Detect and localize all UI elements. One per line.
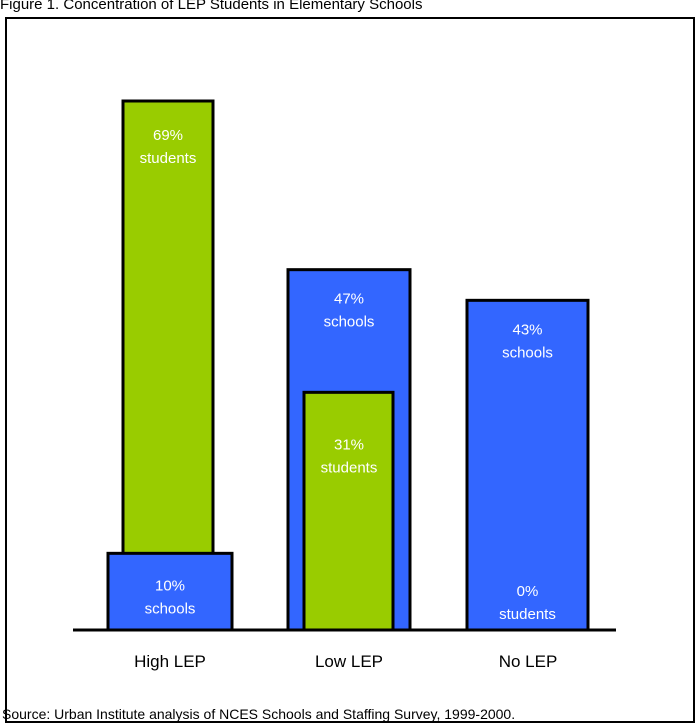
data-label-students-pct-low-lep: 31% [334, 436, 364, 453]
category-label-high-lep: High LEP [134, 652, 206, 671]
data-label-schools-unit-high-lep: schools [145, 600, 196, 617]
data-label-students-unit-low-lep: students [321, 459, 378, 476]
data-label-students-pct-no-lep: 0% [517, 583, 539, 600]
category-label-low-lep: Low LEP [315, 652, 383, 671]
bar-students-high-lep [121, 99, 215, 632]
bar-schools-high-lep [106, 551, 234, 632]
data-label-schools-unit-low-lep: schools [324, 314, 375, 331]
data-label-schools-unit-no-lep: schools [502, 344, 553, 361]
data-label-schools-pct-low-lep: 47% [334, 291, 364, 308]
data-label-students-unit-no-lep: students [499, 606, 556, 623]
figure-title: Figure 1. Concentration of LEP Students … [0, 0, 423, 13]
bar-students-low-lep [302, 390, 395, 632]
source-note: Source: Urban Institute analysis of NCES… [2, 706, 516, 722]
data-label-schools-pct-no-lep: 43% [512, 321, 542, 338]
data-label-students-unit-high-lep: students [140, 150, 197, 167]
bar-schools-no-lep [465, 298, 590, 632]
data-label-students-pct-high-lep: 69% [153, 127, 183, 144]
category-label-no-lep: No LEP [499, 652, 558, 671]
chart-frame [5, 17, 695, 723]
data-label-schools-pct-high-lep: 10% [155, 577, 185, 594]
